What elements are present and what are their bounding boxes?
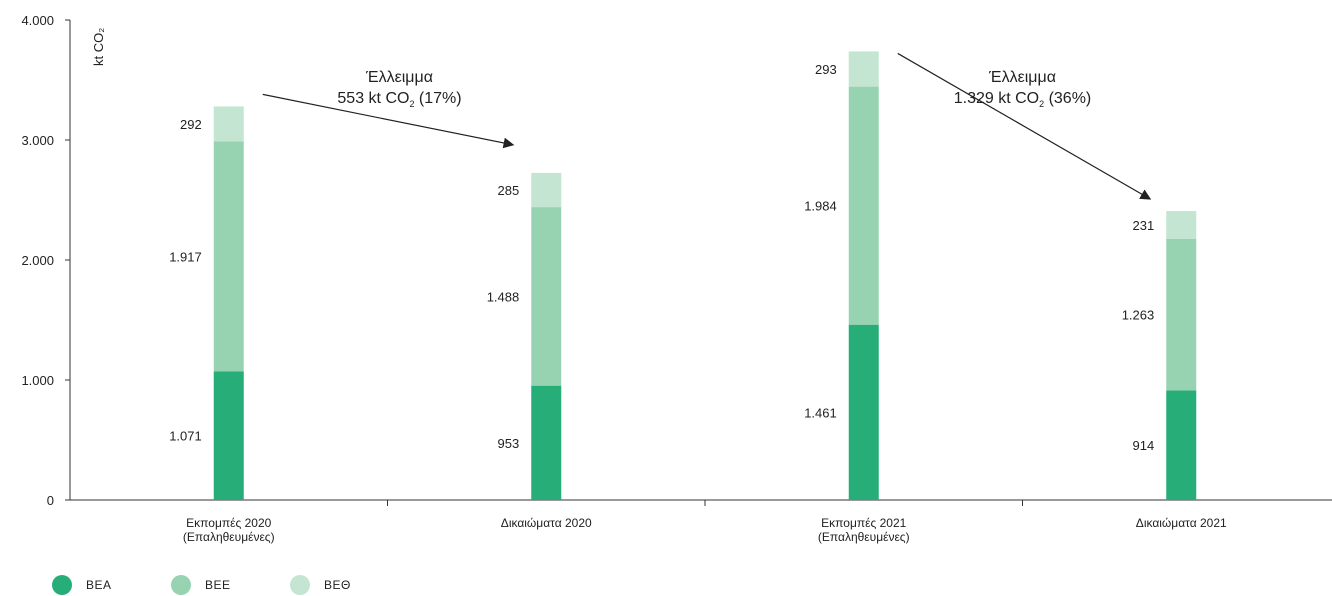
data-label: 231 — [1133, 218, 1155, 233]
legend-swatch — [52, 575, 72, 595]
legend: ΒΕΑ ΒΕΕ ΒΕΘ — [52, 574, 409, 596]
bar-segment-ΒΕΕ — [1166, 238, 1197, 391]
legend-item: ΒΕΕ — [171, 575, 290, 595]
data-label: 285 — [498, 183, 520, 198]
x-category-label: Δικαιώματα 2021 — [1136, 516, 1227, 530]
bar-segment-ΒΕΑ — [1166, 390, 1197, 500]
deficit-value: 1.329 kt CO2 (36%) — [954, 90, 1092, 109]
deficit-arrow — [262, 93, 515, 149]
data-label: 1.917 — [169, 249, 202, 264]
deficit-value: 553 kt CO2 (17%) — [337, 90, 461, 109]
x-category-label: Εκπομπές 2021 — [821, 516, 906, 530]
y-axis-label: kt CO₂ — [91, 28, 106, 66]
y-tick-label: 2.000 — [21, 253, 54, 268]
bar-segment-ΒΕΑ — [848, 324, 879, 500]
data-label: 953 — [498, 436, 520, 451]
bar-segment-ΒΕΑ — [213, 371, 244, 500]
stacked-bar-chart: 0 1.000 2.000 3.000 4.000 kt CO₂ Εκπομπές 2020… — [21, 13, 1332, 544]
bar-segment-ΒΕΕ — [213, 141, 244, 372]
y-tick-label: 4.000 — [21, 13, 54, 28]
data-label: 1.488 — [487, 289, 520, 304]
x-category-label: Δικαιώματα 2020 — [501, 516, 592, 530]
bar-segment-ΒΕΘ — [213, 106, 244, 142]
bar-segment-ΒΕΑ — [531, 385, 562, 500]
bar-segment-ΒΕΘ — [531, 172, 562, 208]
legend-label: ΒΕΕ — [205, 578, 231, 592]
legend-item: ΒΕΘ — [290, 575, 409, 595]
bar-segment-ΒΕΘ — [848, 51, 879, 87]
y-tick-label: 1.000 — [21, 373, 54, 388]
bar-segment-ΒΕΕ — [531, 207, 562, 386]
data-label: 292 — [180, 117, 202, 132]
deficit-arrow — [897, 52, 1152, 200]
data-label: 1.071 — [169, 429, 202, 444]
data-label: 914 — [1133, 438, 1155, 453]
y-tick-label: 3.000 — [21, 133, 54, 148]
data-label: 1.984 — [804, 199, 837, 214]
deficit-title: Έλλειμμα — [988, 69, 1056, 86]
legend-swatch — [171, 575, 191, 595]
bar-segment-ΒΕΕ — [848, 86, 879, 325]
data-label: 1.461 — [804, 405, 837, 420]
data-label: 1.263 — [1122, 308, 1155, 323]
legend-label: ΒΕΑ — [86, 578, 112, 592]
x-category-label: Εκπομπές 2020 — [186, 516, 271, 530]
y-tick-label: 0 — [47, 493, 54, 508]
legend-swatch — [290, 575, 310, 595]
legend-label: ΒΕΘ — [324, 578, 351, 592]
bar-segment-ΒΕΘ — [1166, 211, 1197, 239]
deficit-title: Έλλειμμα — [365, 69, 433, 86]
x-category-label: (Επαληθευμένες) — [183, 530, 275, 544]
legend-item: ΒΕΑ — [52, 575, 171, 595]
x-category-label: (Επαληθευμένες) — [818, 530, 910, 544]
data-label: 293 — [815, 62, 837, 77]
